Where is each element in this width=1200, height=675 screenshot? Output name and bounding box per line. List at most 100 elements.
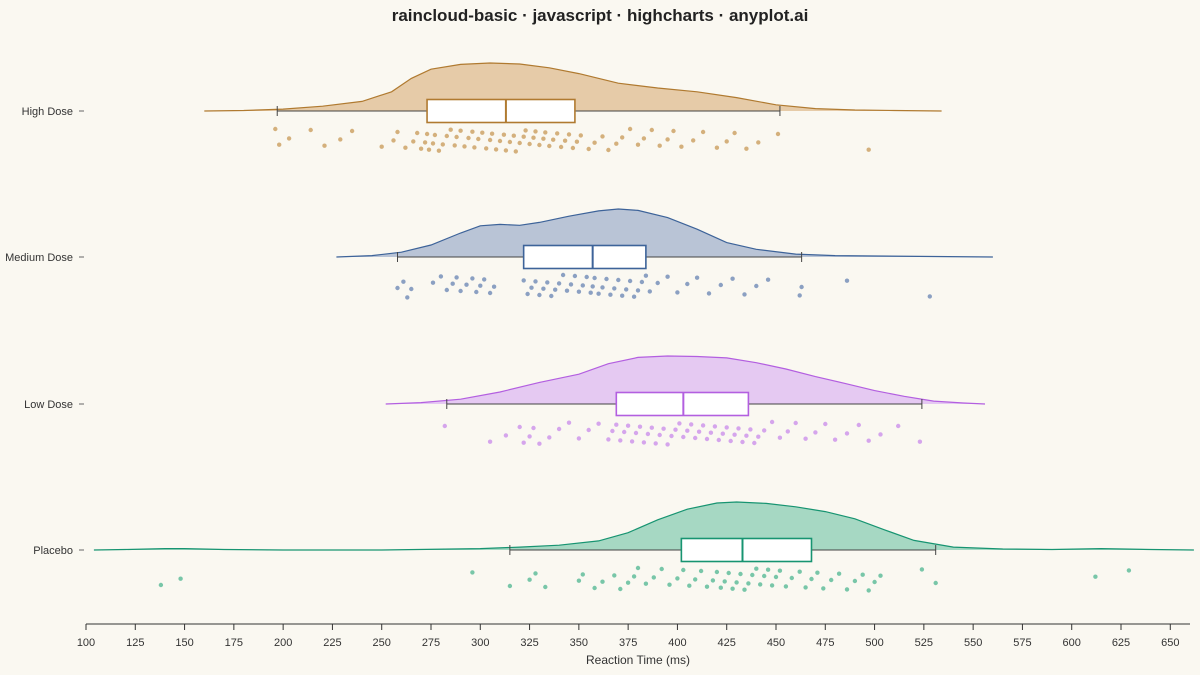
x-tick-label: 325 xyxy=(520,637,538,649)
rain-point xyxy=(635,565,641,571)
rain-point xyxy=(568,282,574,287)
rain-point xyxy=(531,135,536,140)
rain-point xyxy=(555,131,560,136)
rain-point xyxy=(762,573,767,579)
rain-point xyxy=(484,146,489,151)
rain-point xyxy=(543,584,548,590)
rain-point xyxy=(675,576,680,581)
rain-point xyxy=(458,288,463,294)
rain-point xyxy=(655,280,660,286)
rain-point xyxy=(799,284,804,290)
density-cloud-0 xyxy=(204,63,942,111)
rain-point xyxy=(738,571,743,577)
rain-point xyxy=(665,274,670,279)
rain-point xyxy=(418,146,424,151)
rain-point xyxy=(570,145,576,151)
rain-point xyxy=(517,424,522,430)
rain-point xyxy=(631,574,637,579)
rain-point xyxy=(777,435,783,440)
density-outline-2 xyxy=(385,355,986,405)
rain-point xyxy=(673,427,678,432)
rain-point xyxy=(866,438,871,443)
rain-point xyxy=(777,568,783,573)
rain-point xyxy=(823,421,828,427)
rain-point xyxy=(454,134,459,140)
rain-point xyxy=(454,275,459,280)
rain-point xyxy=(513,149,518,154)
x-axis: 100 125 150 175 200 225 250 275 300 325 350 375 400 4… xyxy=(77,623,1190,649)
rain-point xyxy=(720,431,725,436)
rain-point xyxy=(756,434,761,439)
rain-point xyxy=(712,424,718,429)
rain-point xyxy=(507,583,513,589)
rain-point xyxy=(773,574,779,580)
rain-point xyxy=(878,573,883,578)
rain-point xyxy=(844,278,850,283)
rain-point xyxy=(710,578,716,583)
rain-point xyxy=(639,279,645,285)
rain-point xyxy=(667,582,672,587)
rain-point xyxy=(533,571,538,576)
x-tick-label: 625 xyxy=(1112,637,1130,649)
rain-point xyxy=(588,290,593,295)
rain-point xyxy=(426,147,432,152)
rain-point xyxy=(596,421,601,426)
rain-point xyxy=(537,441,542,446)
rain-point xyxy=(724,425,729,430)
rain-point xyxy=(430,280,436,285)
rain-point xyxy=(665,137,670,142)
rain-point xyxy=(872,579,877,585)
rain-point xyxy=(677,421,682,426)
rain-point xyxy=(734,580,739,585)
rain-point xyxy=(533,129,538,134)
rain-point xyxy=(273,126,278,132)
rain-point xyxy=(586,427,591,433)
rain-point xyxy=(391,138,396,143)
rain-point xyxy=(708,430,714,435)
rain-point xyxy=(525,291,530,297)
rain-point xyxy=(649,425,654,430)
rain-point xyxy=(493,147,499,152)
rain-point xyxy=(829,577,834,583)
x-tick-label: 275 xyxy=(422,637,440,649)
x-tick-label: 650 xyxy=(1161,637,1179,649)
rain-point xyxy=(432,132,438,138)
rain-point xyxy=(424,131,430,137)
rain-point xyxy=(436,148,442,153)
rain-point xyxy=(440,142,445,147)
rain-point xyxy=(415,130,420,136)
rain-point xyxy=(669,433,674,439)
rain-point xyxy=(637,424,643,429)
rain-point xyxy=(612,573,617,578)
rain-point xyxy=(803,585,808,590)
rain-point xyxy=(815,570,820,575)
rain-point xyxy=(698,568,704,574)
x-tick-label: 300 xyxy=(471,637,489,649)
rain-point xyxy=(1093,574,1098,579)
rain-point xyxy=(919,567,925,572)
rain-point xyxy=(661,426,666,431)
rain-point xyxy=(600,579,605,584)
rain-point xyxy=(487,290,493,296)
rain-point xyxy=(685,428,690,433)
rain-point xyxy=(592,585,597,591)
box-3 xyxy=(680,537,813,563)
rain-point xyxy=(718,282,723,288)
x-tick-label: 600 xyxy=(1063,637,1081,649)
x-tick-label: 525 xyxy=(915,637,933,649)
rain-point xyxy=(821,586,826,591)
x-tick-label: 425 xyxy=(718,637,736,649)
rain-point xyxy=(866,147,871,152)
rain-point xyxy=(832,437,838,442)
rain-point xyxy=(558,144,564,150)
rain-point xyxy=(584,274,589,280)
rain-point xyxy=(740,439,745,445)
rain-point xyxy=(566,420,572,425)
rain-point xyxy=(547,435,552,440)
rain-point xyxy=(600,134,605,139)
x-tick-label: 125 xyxy=(126,637,144,649)
rain-point xyxy=(482,277,487,282)
rain-point xyxy=(620,293,625,298)
x-tick-label: 550 xyxy=(964,637,982,649)
